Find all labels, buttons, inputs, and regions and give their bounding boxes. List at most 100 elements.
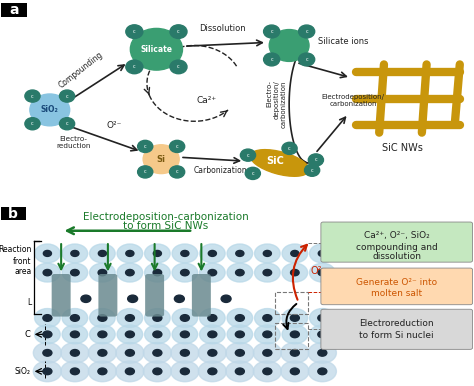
Circle shape — [30, 94, 70, 126]
FancyBboxPatch shape — [1, 207, 26, 220]
Circle shape — [71, 251, 79, 256]
Text: L: L — [27, 298, 32, 307]
Text: c: c — [252, 171, 254, 176]
FancyBboxPatch shape — [321, 309, 473, 349]
Circle shape — [153, 251, 162, 256]
Circle shape — [171, 361, 199, 382]
Circle shape — [310, 263, 335, 282]
Text: Ca²⁺: Ca²⁺ — [196, 96, 216, 105]
Circle shape — [318, 251, 327, 256]
Circle shape — [143, 342, 172, 363]
Text: c: c — [270, 57, 273, 62]
Circle shape — [318, 350, 327, 356]
Text: C: C — [25, 330, 30, 339]
Text: Silicate: Silicate — [140, 45, 173, 54]
Circle shape — [290, 315, 300, 321]
Text: to form Si nuclei: to form Si nuclei — [359, 331, 434, 340]
Text: SiC NWs: SiC NWs — [383, 143, 423, 153]
Circle shape — [153, 269, 162, 276]
Circle shape — [62, 308, 88, 327]
Text: c: c — [144, 144, 146, 149]
Circle shape — [125, 350, 135, 356]
Circle shape — [153, 315, 162, 321]
Text: Silicate ions: Silicate ions — [318, 37, 368, 46]
Text: SiO₂: SiO₂ — [41, 105, 59, 114]
Text: c: c — [66, 121, 68, 126]
Text: c: c — [133, 29, 136, 34]
Circle shape — [126, 269, 134, 276]
Circle shape — [281, 361, 309, 382]
Circle shape — [98, 331, 107, 338]
Circle shape — [235, 331, 245, 338]
Circle shape — [71, 315, 80, 321]
Circle shape — [116, 342, 144, 363]
FancyBboxPatch shape — [99, 274, 118, 317]
Text: compounding and: compounding and — [356, 243, 438, 252]
Circle shape — [290, 331, 300, 338]
Circle shape — [25, 90, 40, 102]
Circle shape — [291, 251, 299, 256]
Text: c: c — [177, 64, 180, 69]
Circle shape — [71, 331, 80, 338]
Circle shape — [33, 361, 62, 382]
Circle shape — [98, 350, 107, 356]
Text: Electro-
deposition/
carbonization: Electro- deposition/ carbonization — [267, 80, 287, 128]
Circle shape — [263, 331, 272, 338]
Text: SiO₂: SiO₂ — [14, 367, 30, 376]
Circle shape — [263, 315, 272, 321]
Circle shape — [208, 315, 217, 321]
Circle shape — [308, 342, 337, 363]
Circle shape — [235, 315, 245, 321]
Circle shape — [227, 308, 253, 327]
Circle shape — [98, 251, 107, 256]
Circle shape — [61, 342, 89, 363]
Circle shape — [290, 368, 300, 375]
Circle shape — [172, 308, 198, 327]
Text: Dissolution: Dissolution — [200, 24, 246, 33]
Text: c: c — [288, 146, 291, 151]
Text: c: c — [246, 152, 249, 157]
FancyArrowPatch shape — [283, 304, 296, 329]
Bar — [275, 323, 308, 349]
Circle shape — [98, 368, 107, 375]
Text: molten salt: molten salt — [371, 289, 422, 298]
Circle shape — [310, 325, 335, 344]
Circle shape — [304, 164, 319, 176]
Circle shape — [299, 53, 315, 66]
Circle shape — [181, 269, 189, 276]
Text: c: c — [305, 57, 308, 62]
Circle shape — [62, 325, 88, 344]
Circle shape — [208, 251, 217, 256]
Circle shape — [180, 331, 190, 338]
Circle shape — [318, 269, 327, 276]
Circle shape — [43, 350, 52, 356]
Text: Electrodeposition/
carbonization: Electrodeposition/ carbonization — [322, 94, 384, 107]
Circle shape — [269, 30, 309, 61]
Text: c: c — [315, 157, 317, 163]
Circle shape — [236, 251, 244, 256]
Text: c: c — [133, 64, 136, 69]
Circle shape — [125, 368, 135, 375]
FancyBboxPatch shape — [145, 274, 164, 317]
Circle shape — [71, 269, 79, 276]
Circle shape — [143, 145, 179, 174]
Text: front: front — [13, 257, 32, 266]
Circle shape — [235, 368, 245, 375]
Circle shape — [117, 325, 143, 344]
Circle shape — [221, 295, 231, 302]
Circle shape — [198, 342, 227, 363]
Circle shape — [143, 361, 172, 382]
Circle shape — [226, 342, 254, 363]
Circle shape — [145, 244, 170, 263]
Circle shape — [263, 269, 272, 276]
Circle shape — [88, 342, 117, 363]
Circle shape — [117, 263, 143, 282]
Text: c: c — [311, 168, 313, 173]
Text: c: c — [31, 93, 34, 98]
Text: c: c — [31, 121, 34, 126]
Circle shape — [62, 263, 88, 282]
Text: c: c — [66, 93, 68, 98]
Circle shape — [170, 60, 187, 74]
Text: area: area — [15, 267, 32, 276]
Circle shape — [180, 350, 190, 356]
